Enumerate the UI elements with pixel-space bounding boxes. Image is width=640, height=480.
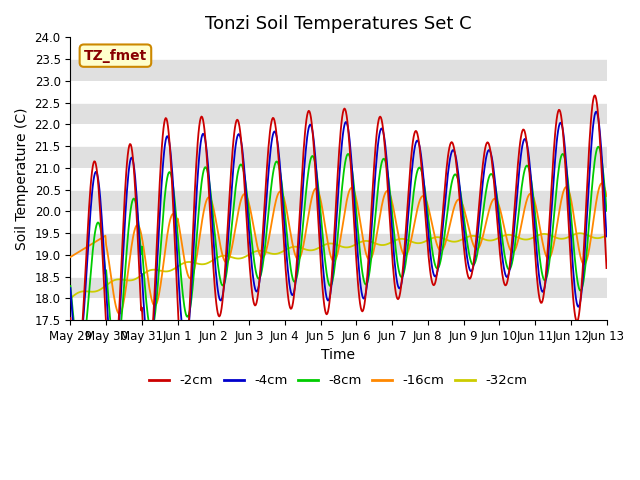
Bar <box>70 124 607 146</box>
Bar <box>70 211 607 233</box>
Title: Tonzi Soil Temperatures Set C: Tonzi Soil Temperatures Set C <box>205 15 472 33</box>
Bar <box>70 59 607 81</box>
Legend: -2cm, -4cm, -8cm, -16cm, -32cm: -2cm, -4cm, -8cm, -16cm, -32cm <box>144 369 532 393</box>
Bar <box>70 37 607 59</box>
Bar <box>70 255 607 276</box>
X-axis label: Time: Time <box>321 348 355 362</box>
Bar <box>70 233 607 255</box>
Bar <box>70 276 607 299</box>
Bar <box>70 168 607 190</box>
Y-axis label: Soil Temperature (C): Soil Temperature (C) <box>15 108 29 250</box>
Bar <box>70 103 607 124</box>
Bar <box>70 81 607 103</box>
Bar <box>70 190 607 211</box>
Text: TZ_fmet: TZ_fmet <box>84 48 147 63</box>
Bar <box>70 299 607 320</box>
Bar <box>70 146 607 168</box>
